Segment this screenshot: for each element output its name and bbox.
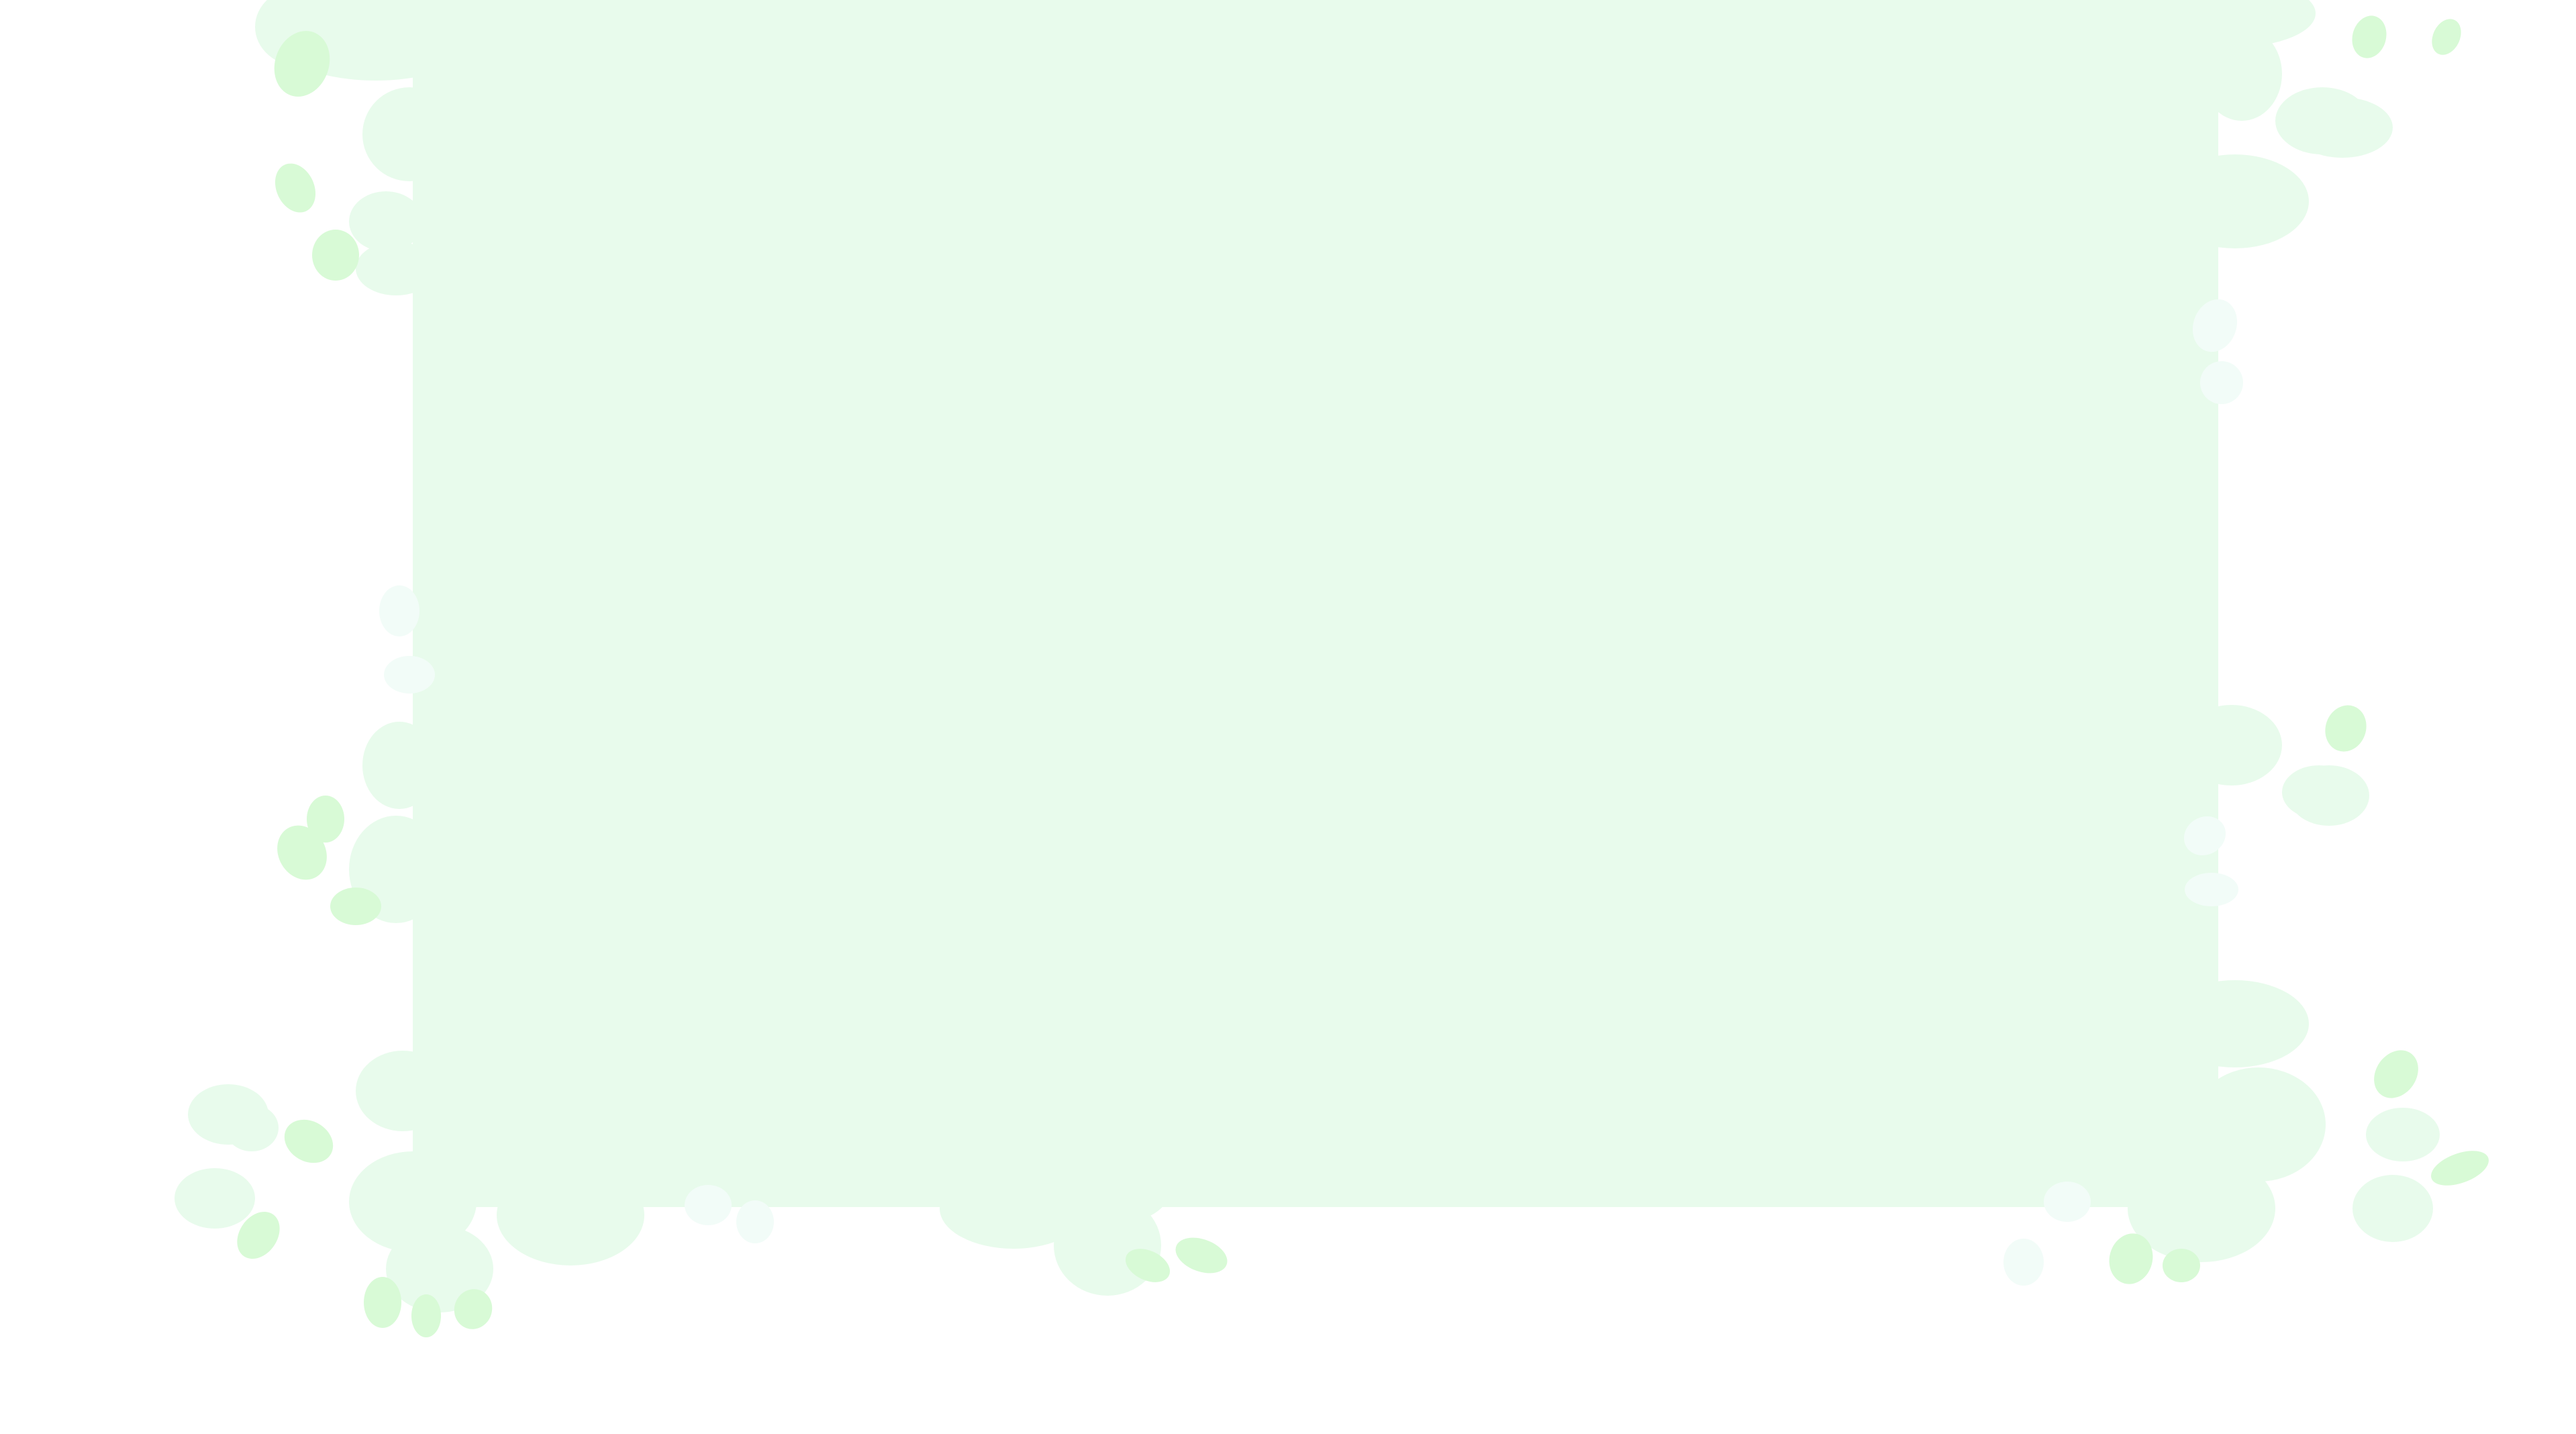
leaf-shapes xyxy=(237,15,2489,1337)
left-edge-blobs xyxy=(349,87,644,1312)
outer-blobs xyxy=(175,97,2440,1242)
panel-background xyxy=(413,0,2218,1207)
pale-dabs xyxy=(379,299,2243,1286)
bottom-edge-blobs xyxy=(940,1158,1168,1296)
